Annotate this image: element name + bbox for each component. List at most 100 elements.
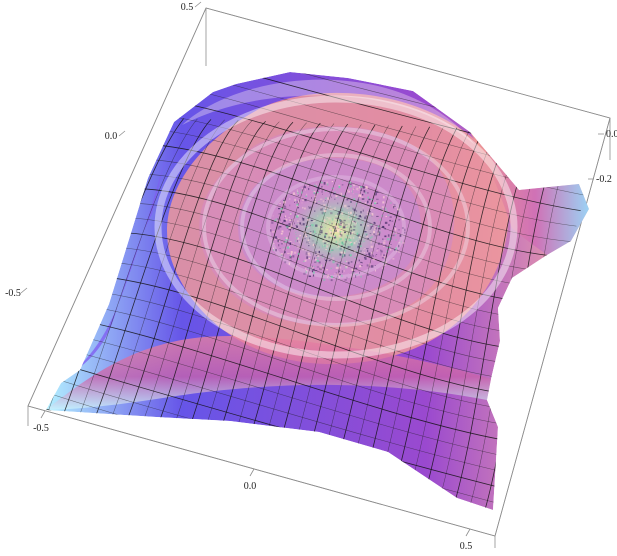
noise-point [302, 189, 303, 191]
noise-point [384, 221, 388, 224]
noise-point [323, 208, 327, 210]
noise-point [344, 260, 346, 263]
noise-point [316, 190, 319, 193]
noise-point [336, 196, 339, 198]
noise-point [309, 232, 312, 234]
noise-point [333, 193, 336, 195]
noise-point [318, 234, 321, 235]
noise-point [296, 263, 297, 265]
noise-point [316, 259, 319, 262]
noise-point [297, 191, 299, 193]
noise-point [342, 180, 343, 182]
noise-point [317, 192, 319, 194]
noise-point [313, 243, 316, 245]
noise-point [333, 228, 335, 230]
noise-point [321, 267, 325, 269]
noise-point [304, 259, 307, 262]
mesh-line-v [146, 159, 564, 273]
noise-point [301, 225, 303, 227]
noise-point [340, 245, 343, 247]
noise-point [382, 206, 385, 208]
mesh-line-v [91, 290, 526, 412]
noise-point [374, 226, 376, 228]
noise-point [320, 239, 322, 240]
noise-point [328, 236, 330, 239]
noise-point [349, 184, 352, 188]
noise-point [332, 231, 336, 233]
noise-point [319, 266, 322, 267]
noise-point [332, 226, 334, 229]
noise-point [314, 270, 318, 271]
noise-point [349, 201, 351, 204]
ring-highlight [240, 153, 432, 301]
noise-point [360, 261, 362, 263]
noise-point [340, 193, 342, 196]
noise-point [379, 231, 381, 233]
noise-point [297, 192, 299, 194]
noise-point [304, 268, 307, 270]
noise-point [369, 240, 371, 242]
noise-point [346, 276, 348, 279]
noise-point [334, 234, 337, 237]
mesh-line-u [77, 118, 198, 421]
noise-point [325, 207, 328, 209]
noise-point [341, 274, 343, 278]
noise-point [309, 184, 311, 187]
noise-point [358, 186, 360, 189]
noise-point [286, 246, 290, 249]
noise-point [370, 224, 373, 226]
noise-point [312, 230, 314, 233]
noise-point [378, 231, 381, 234]
noise-point [278, 213, 280, 216]
noise-point [362, 207, 364, 208]
mesh-line-v [152, 144, 569, 258]
noise-point [341, 232, 343, 235]
x-tick-label: 0.0 [244, 481, 257, 492]
noise-point [303, 238, 306, 240]
noise-point [359, 239, 362, 242]
noise-point [320, 226, 323, 228]
noise-point [331, 181, 333, 182]
noise-point [330, 251, 332, 253]
noise-point [395, 234, 396, 237]
noise-point [284, 261, 287, 264]
noise-point [284, 240, 287, 243]
noise-point [354, 222, 357, 225]
noise-point [347, 214, 350, 217]
noise-point [339, 192, 342, 194]
noise-point [353, 225, 356, 228]
noise-point [321, 191, 323, 193]
noise-point [295, 225, 298, 227]
mesh-line-u [210, 122, 321, 458]
noise-point [376, 198, 379, 200]
noise-point [339, 254, 342, 256]
noise-point [315, 262, 317, 264]
noise-point [308, 241, 310, 244]
noise-point [282, 248, 284, 251]
noise-point [359, 265, 362, 268]
noise-point [370, 206, 372, 210]
noise-point [321, 255, 323, 259]
noise-point [273, 248, 274, 251]
noise-point [293, 219, 295, 221]
noise-point [362, 186, 365, 189]
noise-point [349, 186, 351, 188]
noise-point [323, 204, 326, 206]
noise-point [335, 267, 339, 269]
noise-point [322, 193, 323, 195]
noise-point [306, 193, 308, 196]
noise-point [386, 210, 388, 212]
noise-point [360, 262, 363, 263]
noise-point [360, 211, 362, 214]
noise-point [339, 261, 341, 264]
noise-point [346, 198, 349, 201]
noise-point [305, 188, 306, 191]
noise-point [340, 251, 343, 254]
noise-point [323, 220, 325, 222]
noise-point [381, 240, 384, 242]
noise-point [392, 233, 394, 236]
noise-point [293, 251, 297, 254]
noise-point [296, 265, 298, 267]
noise-point [322, 251, 324, 252]
noise-point [345, 224, 348, 226]
